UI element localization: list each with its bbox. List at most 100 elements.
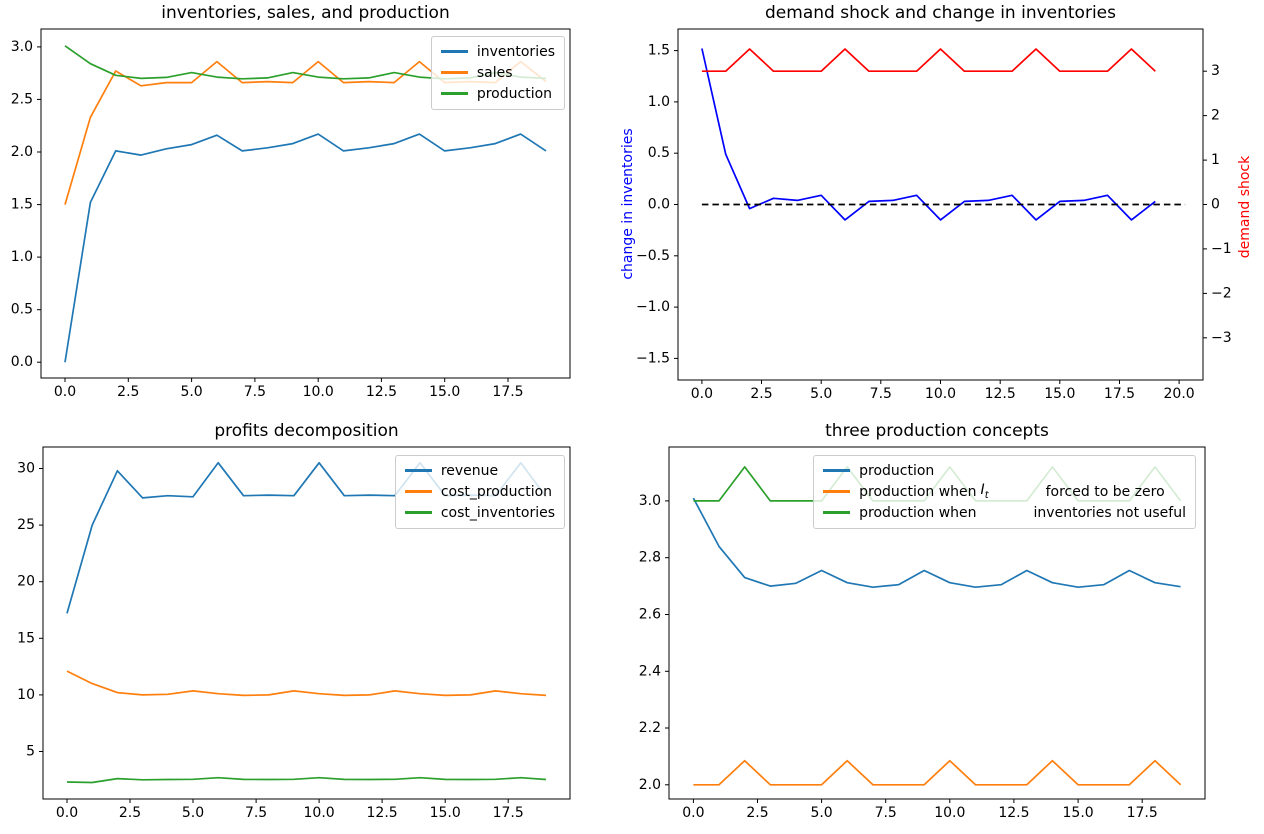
series-line-cost-inventories xyxy=(66,776,547,784)
y-tick-label: 1.5 xyxy=(11,197,33,213)
right-y-tick-label: −3 xyxy=(1211,330,1232,346)
y-tick-label: 0.5 xyxy=(11,302,33,318)
legend-sample-line xyxy=(440,71,468,74)
y-tick-label: 0.0 xyxy=(648,197,670,213)
legend-label: cost_inventories xyxy=(440,504,555,521)
legend-profits-decomposition: revenue cost_production cost_inventories xyxy=(394,455,565,529)
y-tick-label: 2.0 xyxy=(11,144,33,160)
legend-item: inventories xyxy=(440,41,555,62)
axes-border xyxy=(42,446,571,800)
axes-border xyxy=(40,28,571,379)
legend-sample-line xyxy=(404,469,432,472)
legend-label: sales xyxy=(476,64,513,81)
legend-label: cost_production xyxy=(440,483,553,500)
legend-label: production xyxy=(476,85,553,102)
y-tick-label: 5 xyxy=(26,744,35,760)
legend-sample-line xyxy=(823,469,851,472)
legend-label: production when xyxy=(859,483,977,500)
legend-sample-line xyxy=(440,92,468,95)
subplot-title-profits-decomposition: profits decomposition xyxy=(214,421,399,441)
y-tick-label: 10 xyxy=(17,687,35,703)
x-tick-label: 2.5 xyxy=(746,805,768,821)
x-tick-label: 0.0 xyxy=(691,386,713,402)
x-tick-label: 0.0 xyxy=(54,384,76,400)
legend-item: cost_production xyxy=(404,481,555,502)
legend-sample-line xyxy=(440,50,468,53)
x-tick-label: 17.5 xyxy=(1104,386,1135,402)
x-tick-label: 15.0 xyxy=(429,384,460,400)
right-y-tick-label: 2 xyxy=(1211,108,1220,124)
y-tick-label: 30 xyxy=(17,461,35,477)
x-tick-label: 17.5 xyxy=(493,805,524,821)
axes-border xyxy=(668,446,1206,800)
x-tick-label: 2.5 xyxy=(117,384,139,400)
legend-label: inventories xyxy=(476,43,555,60)
x-tick-label: 2.5 xyxy=(750,386,772,402)
x-tick-label: 12.5 xyxy=(367,805,398,821)
x-tick-label: 12.5 xyxy=(366,384,397,400)
y-tick-label: 15 xyxy=(17,630,35,646)
x-tick-label: 5.0 xyxy=(810,805,832,821)
legend-label: production xyxy=(859,462,935,479)
x-tick-label: 5.0 xyxy=(180,384,202,400)
y-tick-label: 1.5 xyxy=(648,43,670,59)
y-tick-label: 2.8 xyxy=(639,550,661,566)
x-tick-label: 17.5 xyxy=(492,384,523,400)
y-tick-label: 2.6 xyxy=(639,607,661,623)
y-tick-label: 2.5 xyxy=(11,91,33,107)
legend-sample-line xyxy=(823,511,851,514)
y-tick-label: −0.5 xyxy=(636,248,670,264)
x-tick-label: 2.5 xyxy=(119,805,141,821)
legend-item: production xyxy=(440,83,555,104)
subplot-inventories-sales-production: 0.0 2.5 5.0 7.5 10.0 12.5 15.0 17.5 0.0 0.5 1.0 1.5… xyxy=(11,28,571,400)
subplot-title-demand-shock: demand shock and change in inventories xyxy=(765,3,1116,23)
legend-item: revenue xyxy=(404,460,555,481)
y-tick-label: 2.0 xyxy=(639,777,661,793)
y-tick-label: −1.5 xyxy=(636,350,670,366)
x-tick-label: 7.5 xyxy=(245,805,267,821)
x-tick-label: 20.0 xyxy=(1164,386,1195,402)
legend-three-production-concepts: production production when It forced to be… xyxy=(813,455,1196,529)
y-tick-label: 3.0 xyxy=(11,39,33,55)
legend-item: sales xyxy=(440,62,555,83)
y-tick-label: 0.5 xyxy=(648,145,670,161)
y-tick-label: 20 xyxy=(17,574,35,590)
series-line-demand-shock xyxy=(701,48,1156,73)
x-tick-label: 10.0 xyxy=(925,386,956,402)
subplot-title-three-production-concepts: three production concepts xyxy=(825,421,1049,441)
x-tick-label: 0.0 xyxy=(56,805,78,821)
right-axis-label-demand-shock: demand shock xyxy=(1237,155,1253,259)
right-y-tick-label: −2 xyxy=(1211,285,1232,301)
right-y-tick-label: 3 xyxy=(1211,63,1220,79)
legend-item: production when It forced to be zero xyxy=(823,481,1186,502)
legend-label: inventories not useful xyxy=(1033,504,1186,521)
y-tick-label: 1.0 xyxy=(11,249,33,265)
x-tick-label: 10.0 xyxy=(934,805,965,821)
subplot-three-production-concepts: 0.0 2.5 5.0 7.5 10.0 12.5 15.0 17.5 2.0 2.2 2.4 2.6… xyxy=(639,446,1206,821)
y-tick-label: 2.2 xyxy=(639,720,661,736)
x-tick-label: 0.0 xyxy=(682,805,704,821)
legend-item: production xyxy=(823,460,1186,481)
y-tick-label: −1.0 xyxy=(636,299,670,315)
right-y-tick-label: 1 xyxy=(1211,152,1220,168)
right-y-tick-label: −1 xyxy=(1211,241,1232,257)
y-tick-label: 1.0 xyxy=(648,94,670,110)
legend-math-symbol: It xyxy=(980,482,989,501)
x-tick-label: 10.0 xyxy=(303,384,334,400)
x-tick-label: 15.0 xyxy=(430,805,461,821)
series-line-production-when-i-t-forced-to-be-zero xyxy=(693,759,1182,786)
legend-label-gap xyxy=(989,491,1046,492)
x-tick-label: 12.5 xyxy=(998,805,1029,821)
subplot-demand-shock-change-in-inventories: 0.0 2.5 5.0 7.5 10.0 12.5 15.0 17.5 20.0−1.5−1.0… xyxy=(636,28,1232,402)
x-tick-label: 5.0 xyxy=(810,386,832,402)
series-line-cost-production xyxy=(66,670,547,697)
y-tick-label: 2.4 xyxy=(639,663,661,679)
legend-label: forced to be zero xyxy=(1045,483,1165,500)
x-tick-label: 12.5 xyxy=(985,386,1016,402)
x-tick-label: 10.0 xyxy=(304,805,335,821)
legend-inventories-sales-production: inventories sales production xyxy=(430,36,565,110)
legend-sample-line xyxy=(404,490,432,493)
right-y-tick-label: 0 xyxy=(1211,197,1220,213)
